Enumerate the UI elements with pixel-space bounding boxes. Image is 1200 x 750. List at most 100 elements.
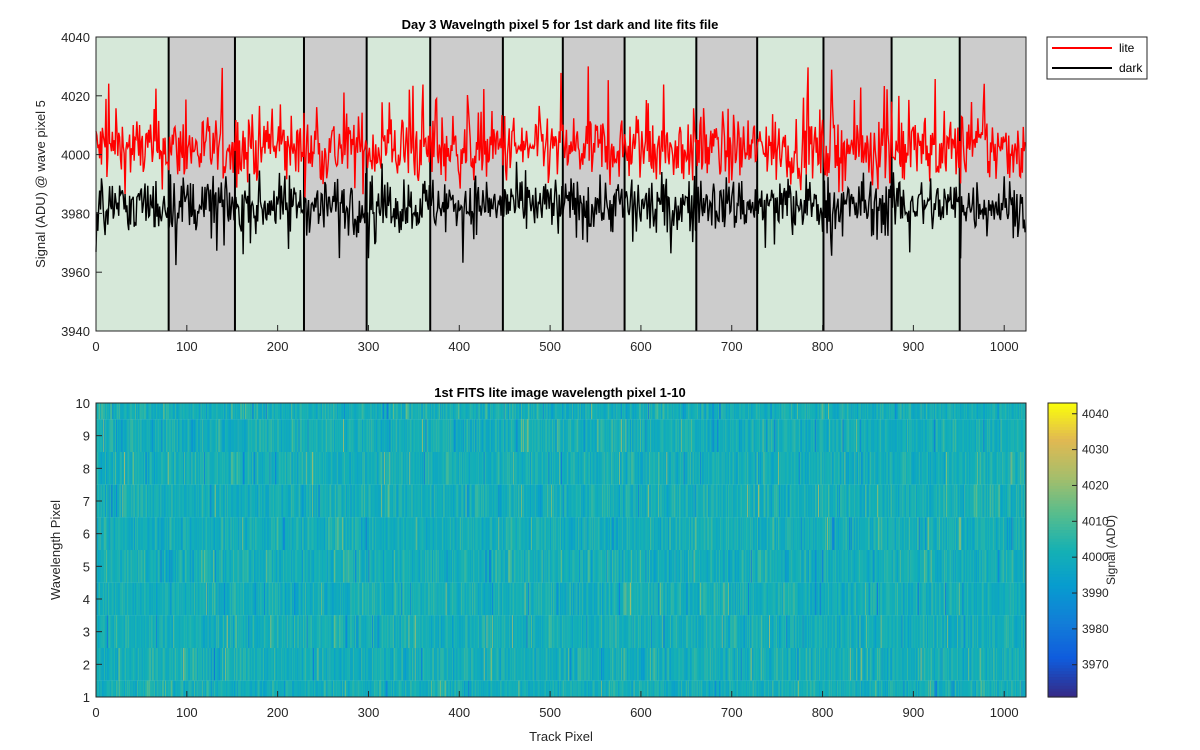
- heatmap-cell: [327, 419, 329, 452]
- heatmap-cell: [788, 484, 791, 518]
- heatmap-cell: [791, 419, 794, 452]
- heatmap-cell: [270, 419, 272, 452]
- heatmap-cell: [193, 403, 195, 420]
- heatmap-cell: [1002, 484, 1004, 518]
- heatmap-cell: [503, 484, 506, 518]
- heatmap-cell: [365, 419, 368, 452]
- heatmap-cell: [711, 403, 714, 420]
- heatmap-cell: [384, 517, 387, 550]
- heatmap-cell: [599, 452, 601, 485]
- heatmap-cell: [877, 484, 880, 518]
- heatmap-cell: [140, 452, 142, 485]
- heatmap-cell: [681, 484, 684, 518]
- heatmap-cell: [507, 419, 509, 452]
- heatmap-cell: [681, 403, 684, 420]
- heatmap-cell: [597, 403, 599, 420]
- heatmap-cell: [332, 517, 334, 550]
- heatmap-cell: [255, 403, 258, 420]
- heatmap-cell: [991, 452, 993, 485]
- heatmap-cell: [256, 484, 259, 518]
- heatmap-cell: [341, 403, 343, 420]
- heatmap-cell: [484, 452, 487, 485]
- heatmap-cell: [194, 419, 196, 452]
- heatmap-cell: [143, 484, 145, 518]
- heatmap-cell: [847, 484, 850, 518]
- heatmap-cell: [786, 419, 788, 452]
- heatmap-cell: [897, 452, 899, 485]
- heatmap-cell: [895, 403, 897, 420]
- heatmap-cell: [293, 419, 295, 452]
- heatmap-cell: [400, 452, 402, 485]
- heatmap-cell: [466, 419, 468, 452]
- heatmap-cell: [118, 419, 121, 452]
- heatmap-cell: [500, 403, 502, 420]
- heatmap-cell: [107, 484, 110, 518]
- heatmap-cell: [766, 452, 768, 485]
- heatmap-cell: [391, 484, 393, 518]
- heatmap-cell: [452, 403, 454, 420]
- heatmap-cell: [472, 452, 474, 485]
- heatmap-cell: [758, 403, 761, 420]
- heatmap-cell: [333, 403, 336, 420]
- heatmap-cell: [145, 452, 148, 485]
- heatmap-cell: [539, 403, 541, 420]
- heatmap-cell: [125, 484, 128, 518]
- heatmap-cell: [962, 452, 964, 485]
- heatmap-cell: [752, 452, 755, 485]
- heatmap-cell: [264, 484, 266, 518]
- heatmap-cell: [938, 419, 941, 452]
- heatmap-cell: [923, 452, 925, 485]
- heatmap-cell: [520, 419, 522, 452]
- heatmap-cell: [271, 484, 273, 518]
- heatmap-cell: [812, 452, 814, 485]
- heatmap-cell: [406, 419, 409, 452]
- x-tick-label: 100: [176, 339, 198, 354]
- heatmap-cell: [962, 419, 964, 452]
- heatmap-cell: [782, 484, 785, 518]
- heatmap-cell: [651, 419, 654, 452]
- heatmap-cell: [616, 452, 618, 485]
- heatmap-cell: [284, 452, 287, 485]
- heatmap-cell: [132, 403, 134, 420]
- heatmap-cell: [442, 484, 445, 518]
- heatmap-cell: [985, 419, 987, 452]
- heatmap-cell: [778, 484, 780, 518]
- heatmap-cell: [584, 452, 587, 485]
- heatmap-cell: [378, 419, 380, 452]
- heatmap-cell: [227, 517, 230, 550]
- heatmap-cell: [846, 403, 848, 420]
- heatmap-cell: [153, 403, 155, 420]
- heatmap-cell: [479, 452, 481, 485]
- heatmap-cell: [393, 484, 396, 518]
- heatmap-cell: [190, 419, 192, 452]
- heatmap-cell: [348, 419, 350, 452]
- heatmap-cell: [335, 484, 338, 518]
- heatmap-cell: [281, 419, 283, 452]
- heatmap-cell: [607, 403, 609, 420]
- heatmap-cell: [374, 419, 377, 452]
- heatmap-cell: [514, 484, 517, 518]
- heatmap-cell: [574, 452, 577, 485]
- heatmap-cell: [893, 419, 895, 452]
- heatmap-cell: [163, 452, 165, 485]
- heatmap-cell: [521, 403, 523, 420]
- heatmap-cell: [817, 403, 819, 420]
- heatmap-cell: [610, 403, 612, 420]
- heatmap-cell: [614, 419, 616, 452]
- heatmap-cell: [140, 419, 142, 452]
- heatmap-cell: [462, 419, 465, 452]
- heatmap-cell: [283, 517, 285, 550]
- heatmap-cell: [556, 452, 558, 485]
- heatmap-cell: [580, 419, 582, 452]
- heatmap-cell: [691, 419, 694, 452]
- heatmap-cell: [427, 403, 429, 420]
- heatmap-cell: [534, 403, 537, 420]
- heatmap-cell: [422, 484, 425, 518]
- heatmap-cell: [186, 484, 189, 518]
- heatmap-cell: [239, 484, 241, 518]
- heatmap-cell: [104, 419, 106, 452]
- heatmap-cell: [521, 484, 524, 518]
- heatmap-cell: [113, 419, 115, 452]
- heatmap-cell: [290, 403, 292, 420]
- heatmap-cell: [576, 484, 578, 518]
